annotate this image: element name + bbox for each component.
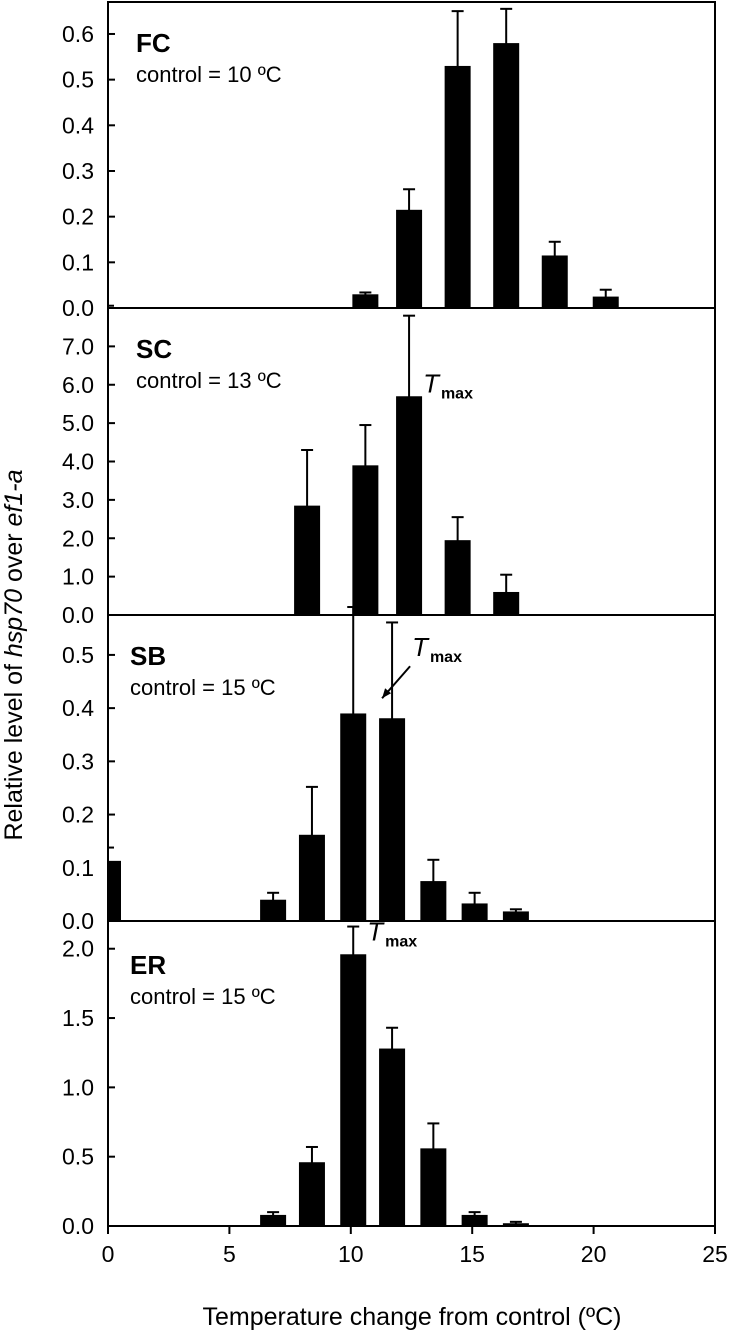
bar [108, 860, 121, 921]
bar [541, 255, 568, 308]
x-tick-label: 20 [581, 1241, 607, 1267]
panel-title: SB [130, 641, 166, 671]
y-tick-label: 0.0 [62, 1213, 94, 1239]
y-tick-label: 2.0 [62, 525, 94, 551]
bar [420, 1148, 447, 1226]
bar [298, 1162, 325, 1226]
panel-control-label: control = 10 ºC [136, 62, 282, 87]
panel-control-label: control = 13 ºC [136, 368, 282, 393]
panel-frame [107, 920, 716, 1227]
y-tick-label: 3.0 [62, 487, 94, 513]
y-tick-label: 0.1 [62, 249, 94, 275]
x-axis: 0 5 10 15 20 25 [102, 1226, 728, 1267]
y-tick-label: 2.0 [62, 936, 94, 962]
panel-sc: 0.0 1.0 2.0 3.0 4.0 5.0 6.0 7.0 SC control = 13 º… [62, 307, 716, 628]
x-tick-label: 5 [223, 1241, 236, 1267]
x-tick-label: 25 [702, 1241, 728, 1267]
bar [502, 911, 529, 921]
y-axis-title: Relative level of hsp70 over ef1-a [0, 469, 28, 840]
panel-sb: 0.0 0.1 0.2 0.3 0.4 0.5 SB control = 15 ºC T max [62, 606, 716, 934]
bar [592, 296, 619, 308]
bar [396, 396, 423, 615]
bar [444, 540, 471, 615]
y-tick-label: 6.0 [62, 372, 94, 398]
panel-fc: 0.0 0.1 0.2 0.3 0.4 0.5 0.6 FC control = 10 ºC Tm… [62, 0, 716, 321]
bar [379, 718, 406, 921]
y-tick-label: 0.5 [62, 67, 94, 93]
y-tick-label: 0.0 [62, 602, 94, 628]
bar [340, 954, 367, 1226]
y-tick-label: 7.0 [62, 333, 94, 359]
y-tick-label: 0.0 [62, 295, 94, 321]
y-tick-label: 0.5 [62, 642, 94, 668]
y-tick-label: 0.2 [62, 802, 94, 828]
y-tick-label: 1.0 [62, 564, 94, 590]
y-tick-label: 0.1 [62, 855, 94, 881]
y-tick-label: 5.0 [62, 410, 94, 436]
panels: 0.0 0.1 0.2 0.3 0.4 0.5 0.6 FC control = 10 ºC Tm… [62, 0, 716, 1239]
tmax-arrowhead [382, 688, 392, 699]
x-tick-label: 0 [102, 1241, 115, 1267]
bar [340, 713, 367, 921]
y-tick-label: 0.3 [62, 158, 94, 184]
bar [298, 834, 325, 921]
y-tick-label: 0.2 [62, 204, 94, 230]
bar [352, 465, 379, 615]
y-tick-label: 0.4 [62, 112, 94, 138]
bar [420, 881, 447, 921]
x-tick-label: 10 [338, 1241, 364, 1267]
y-tick-label: 1.0 [62, 1074, 94, 1100]
panel-title: FC [136, 28, 171, 58]
bar [260, 1214, 287, 1226]
y-tick-label: 0.5 [62, 1144, 94, 1170]
bar [260, 899, 287, 921]
panel-er: 0.0 0.5 1.0 1.5 2.0 ER control = 15 ºC T max [62, 916, 716, 1239]
bar [493, 591, 520, 615]
y-tick-label: 0.6 [62, 21, 94, 47]
bar [461, 1214, 488, 1226]
bar [379, 1048, 406, 1226]
panel-title: ER [130, 950, 166, 980]
y-tick-label: 4.0 [62, 449, 94, 475]
y-tick-label: 1.5 [62, 1005, 94, 1031]
y-tick-label: 0.0 [62, 908, 94, 934]
bar [352, 294, 379, 308]
bar [444, 65, 471, 308]
panel-title: SC [136, 334, 172, 364]
bar [294, 505, 321, 615]
bar [461, 903, 488, 921]
bar [493, 43, 520, 308]
panel-control-label: control = 15 ºC [130, 984, 276, 1009]
bar [502, 1223, 529, 1226]
bar [396, 209, 423, 308]
x-axis-title: Temperature change from control (ºC) [202, 1303, 621, 1331]
panel-control-label: control = 15 ºC [130, 675, 276, 700]
y-tick-label: 0.4 [62, 695, 94, 721]
y-tick-label: 0.3 [62, 748, 94, 774]
x-tick-label: 15 [459, 1241, 485, 1267]
